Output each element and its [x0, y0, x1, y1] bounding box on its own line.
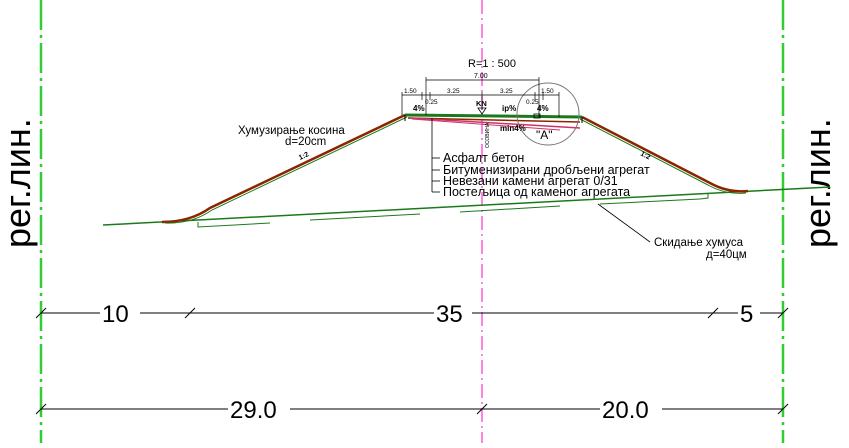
top-dimensions — [401, 77, 560, 117]
dim-right-lane: 3.25 — [500, 88, 513, 95]
ground-line — [102, 186, 831, 226]
dim-row2-right: 20.0 — [602, 397, 649, 424]
dim-right-edge: 0.25 — [526, 99, 539, 106]
dim-row-1 — [35, 307, 789, 319]
right-slope-ratio: 1:2 — [639, 151, 651, 162]
embankment-left-slope — [161, 113, 406, 224]
ip-mark: ip% — [502, 104, 516, 113]
pavement-layer-1 — [407, 117, 581, 123]
dim-row1-middle: 35 — [436, 301, 463, 328]
dim-left-edge: 0.25 — [425, 99, 438, 106]
layer-bitumen-aggregate: Битуменизирани дробљени агрегат — [443, 163, 650, 177]
detail-label: "A" — [536, 128, 553, 142]
reg-line-label-right: рег.лин. — [797, 118, 838, 248]
min-crossfall: min4% — [500, 124, 526, 133]
dim-left-lane: 3.25 — [447, 88, 460, 95]
embankment-left-slope-topsoil — [164, 116, 408, 224]
left-crossfall: 4% — [413, 104, 425, 113]
dim-row-2 — [35, 403, 789, 415]
embankment-right-slope-topsoil — [579, 118, 747, 194]
detail-marker — [533, 113, 541, 119]
stripping-line1: Скидање хумуса — [654, 237, 744, 249]
layer-unbound-aggregate: Невезани камени агрегат 0/31 — [443, 174, 618, 188]
pavement-layer-2 — [409, 117, 581, 129]
axis-kn-label: KN — [476, 99, 487, 108]
stripping-line2: д=40цм — [706, 249, 747, 261]
embankment-right-slope — [581, 115, 749, 193]
layer-asphalt: Асфалт бетон — [443, 151, 524, 165]
slope-topsoil-line1: Хумузирање косина — [238, 125, 345, 137]
pavement-top — [404, 113, 583, 119]
dim-left-shoulder: 1.50 — [404, 88, 417, 95]
axis-vertical-note: ОСОВИНА — [485, 122, 491, 148]
pavement-layer-3 — [411, 118, 561, 131]
detail-circle — [516, 82, 580, 146]
dim-total-width: 7.00 — [474, 73, 488, 80]
axis-kn-marker — [477, 107, 487, 115]
dim-right-shoulder: 1.50 — [541, 88, 554, 95]
stripping-leader — [597, 203, 651, 243]
left-slope-ratio: 1:2 — [298, 151, 310, 162]
stripping-line — [197, 193, 709, 228]
layer-leaders — [431, 118, 440, 193]
reg-line-label-left: рег.лин. — [0, 118, 38, 248]
dim-row2-left: 29.0 — [230, 397, 277, 424]
right-crossfall: 4% — [537, 104, 549, 113]
layer-subgrade: Постељица од каменог агрегата — [443, 185, 630, 199]
slope-topsoil-line2: d=20cm — [285, 136, 326, 148]
dim-row1-right: 5 — [740, 301, 753, 328]
dim-row1-left: 10 — [102, 301, 129, 328]
scale-label: R=1 : 500 — [468, 58, 516, 70]
